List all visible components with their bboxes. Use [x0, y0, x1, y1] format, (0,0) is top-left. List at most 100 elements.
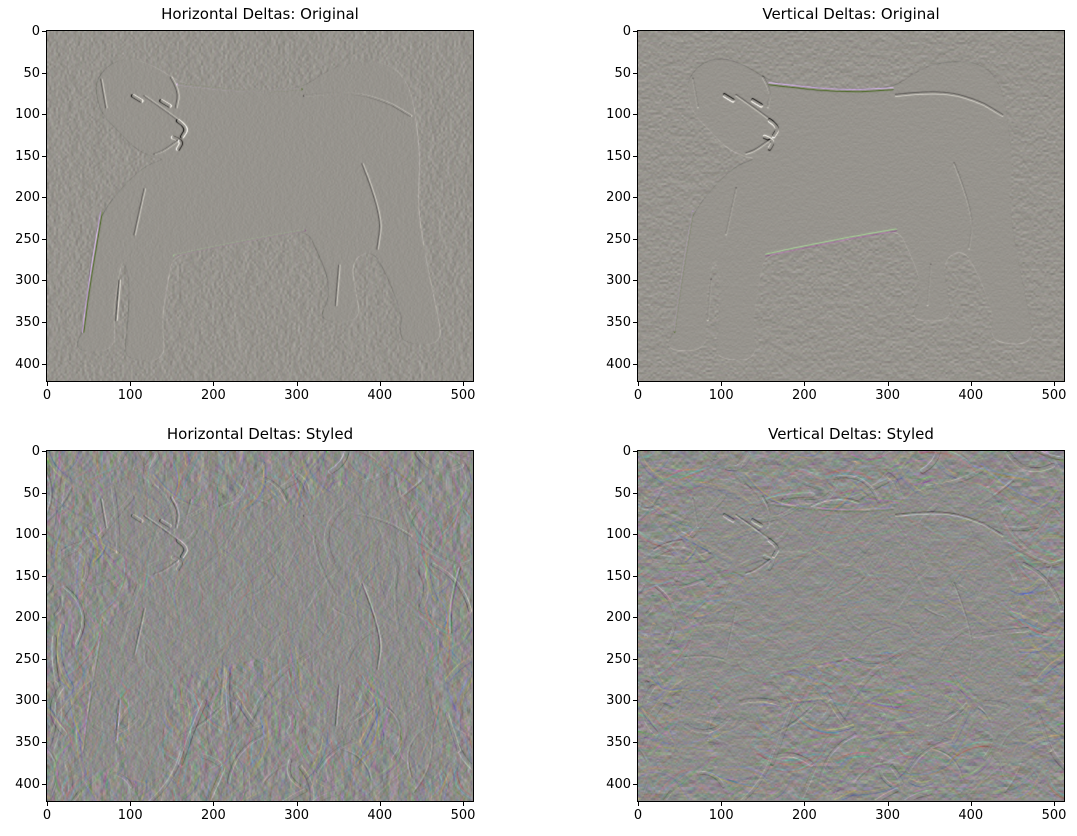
- y-tick-label: 300: [606, 273, 631, 289]
- y-tick-label: 0: [622, 444, 631, 459]
- delta-image-vertical-original: [638, 31, 1064, 381]
- x-tick-label: 300: [875, 808, 901, 823]
- x-tick-label: 200: [791, 388, 817, 403]
- x-tick-mark: [804, 382, 806, 386]
- x-tick-mark: [379, 802, 381, 806]
- y-tick-mark: [42, 700, 46, 702]
- x-tick-label: 100: [117, 388, 143, 403]
- y-tick-mark: [42, 31, 46, 32]
- x-tick-mark: [721, 802, 723, 806]
- x-tick-label: 100: [117, 808, 143, 823]
- axes-frame: [637, 30, 1065, 382]
- x-tick-label: 200: [791, 808, 817, 823]
- x-tick-mark: [1054, 802, 1056, 806]
- x-tick-mark: [47, 802, 48, 806]
- delta-image-vertical-styled: [638, 451, 1064, 801]
- delta-image-horizontal-styled: [47, 451, 473, 801]
- y-tick-label: 50: [614, 65, 631, 81]
- x-tick-label: 500: [450, 388, 476, 403]
- y-tick-label: 50: [614, 485, 631, 501]
- x-tick-label: 0: [633, 388, 643, 403]
- y-tick-mark: [633, 534, 637, 536]
- y-tick-label: 100: [15, 107, 40, 123]
- x-tick-label: 500: [450, 808, 476, 823]
- y-tick-label: 300: [606, 693, 631, 709]
- x-tick-label: 300: [875, 388, 901, 403]
- y-tick-label: 400: [15, 776, 40, 792]
- y-tick-label: 250: [15, 651, 40, 667]
- subplot-vertical-deltas-styled: Vertical Deltas: Styled 0 100 200 300 400 500…: [606, 425, 1066, 823]
- delta-image-horizontal-original: [47, 31, 473, 381]
- y-tick-label: 200: [606, 610, 631, 626]
- y-tick-mark: [633, 155, 637, 157]
- x-tick-label: 400: [958, 388, 984, 403]
- y-tick-mark: [633, 31, 637, 32]
- y-tick-label: 400: [15, 356, 40, 372]
- x-tick-label: 100: [708, 388, 734, 403]
- x-tick-mark: [213, 382, 215, 386]
- y-tick-mark: [633, 783, 637, 785]
- y-tick-label: 0: [31, 24, 40, 39]
- x-tick-label: 0: [42, 388, 52, 403]
- x-tick-mark: [130, 802, 132, 806]
- y-tick-mark: [42, 72, 46, 74]
- y-tick-label: 300: [15, 693, 40, 709]
- y-tick-label: 50: [23, 485, 40, 501]
- x-tick-mark: [970, 802, 972, 806]
- y-tick-label: 400: [606, 776, 631, 792]
- y-tick-mark: [633, 321, 637, 323]
- y-tick-mark: [633, 741, 637, 743]
- y-tick-label: 150: [15, 568, 40, 584]
- y-tick-mark: [633, 700, 637, 702]
- x-tick-mark: [47, 382, 48, 386]
- x-tick-label: 200: [200, 388, 226, 403]
- subplot-horizontal-deltas-styled: Horizontal Deltas: Styled 0 100 200 300 400 5…: [15, 425, 475, 823]
- y-tick-mark: [42, 658, 46, 660]
- y-tick-mark: [42, 451, 46, 452]
- x-tick-mark: [463, 802, 465, 806]
- axes-frame: [46, 450, 474, 802]
- y-tick-mark: [633, 363, 637, 365]
- x-tick-label: 300: [284, 388, 310, 403]
- y-tick-label: 350: [15, 314, 40, 330]
- y-tick-mark: [633, 280, 637, 282]
- y-tick-mark: [42, 363, 46, 365]
- x-tick-mark: [638, 802, 639, 806]
- y-tick-mark: [42, 114, 46, 116]
- y-tick-mark: [633, 114, 637, 116]
- y-tick-label: 250: [606, 231, 631, 247]
- x-tick-label: 500: [1041, 808, 1067, 823]
- y-tick-mark: [633, 617, 637, 619]
- y-tick-label: 200: [15, 190, 40, 206]
- y-tick-mark: [633, 575, 637, 577]
- y-tick-mark: [42, 321, 46, 323]
- plot-title: Vertical Deltas: Styled: [768, 425, 934, 443]
- x-tick-mark: [804, 802, 806, 806]
- y-tick-label: 350: [606, 734, 631, 750]
- x-tick-mark: [296, 382, 298, 386]
- y-tick-label: 100: [15, 527, 40, 543]
- x-tick-label: 400: [367, 808, 393, 823]
- y-tick-label: 200: [15, 610, 40, 626]
- y-tick-label: 300: [15, 273, 40, 289]
- y-tick-mark: [633, 451, 637, 452]
- y-tick-label: 200: [606, 190, 631, 206]
- y-tick-mark: [42, 492, 46, 494]
- y-tick-label: 250: [15, 231, 40, 247]
- y-tick-mark: [633, 492, 637, 494]
- y-tick-mark: [42, 197, 46, 199]
- y-tick-mark: [42, 575, 46, 577]
- x-tick-mark: [130, 382, 132, 386]
- plot-title: Vertical Deltas: Original: [762, 5, 940, 23]
- subplot-horizontal-deltas-original: Horizontal Deltas: Original 0 100 200 300 40…: [15, 5, 475, 403]
- y-tick-mark: [633, 658, 637, 660]
- y-tick-label: 150: [606, 568, 631, 584]
- x-tick-label: 200: [200, 808, 226, 823]
- y-tick-label: 350: [15, 734, 40, 750]
- y-tick-label: 350: [606, 314, 631, 330]
- x-tick-mark: [638, 382, 639, 386]
- y-tick-label: 50: [23, 65, 40, 81]
- y-tick-label: 0: [622, 24, 631, 39]
- axes-frame: [46, 30, 474, 382]
- plot-title: Horizontal Deltas: Original: [161, 5, 359, 23]
